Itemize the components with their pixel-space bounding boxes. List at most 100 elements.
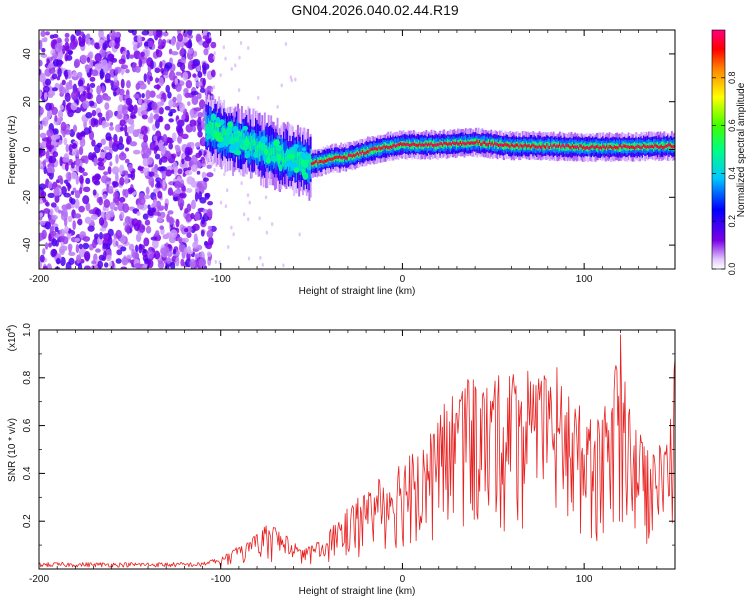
noise-speckle — [147, 259, 154, 269]
noise-speckle — [109, 201, 116, 211]
ridge-cell — [271, 150, 274, 159]
noise-speckle — [61, 79, 66, 86]
noise-speckle — [237, 88, 241, 93]
noise-speckle — [101, 120, 107, 129]
ridge-cell — [510, 143, 513, 147]
ridge-cell — [351, 154, 354, 158]
noise-speckle — [112, 32, 116, 39]
noise-speckle — [162, 133, 168, 143]
ridge-blob — [242, 125, 249, 131]
noise-speckle — [187, 47, 194, 55]
noise-speckle — [117, 110, 122, 116]
noise-speckle — [179, 49, 185, 57]
noise-speckle — [224, 204, 228, 209]
ridge-cell — [323, 155, 326, 163]
ridge-cell — [589, 142, 592, 150]
noise-speckle — [182, 71, 189, 81]
noise-speckle — [118, 135, 124, 145]
noise-speckle — [119, 126, 125, 132]
noise-speckle — [124, 124, 128, 134]
noise-speckle — [137, 34, 142, 44]
noise-speckle — [45, 102, 52, 111]
snr-series-line — [39, 334, 675, 568]
noise-speckle — [213, 51, 216, 56]
snr-y-label: SNR (10 * v/v) — [7, 418, 18, 482]
ridge-cell — [448, 142, 451, 146]
ridge-cell — [653, 145, 656, 149]
noise-speckle — [170, 36, 176, 46]
noise-speckle — [64, 92, 71, 103]
noise-speckle — [106, 33, 110, 44]
noise-speckle — [64, 70, 69, 80]
ridge-cell — [560, 145, 563, 149]
noise-speckle — [181, 158, 185, 165]
noise-speckle — [179, 192, 187, 199]
noise-speckle — [93, 233, 100, 239]
noise-speckle — [88, 209, 97, 215]
ridge-cell — [489, 140, 491, 145]
ridge-cell — [365, 151, 368, 155]
noise-speckle — [51, 248, 57, 257]
noise-speckle — [162, 31, 169, 37]
noise-speckle — [77, 262, 83, 269]
noise-speckle — [67, 215, 73, 223]
noise-speckle — [67, 50, 73, 56]
ridge-cell — [556, 144, 559, 148]
noise-speckle — [206, 172, 214, 178]
ridge-cell — [547, 141, 550, 149]
noise-speckle — [39, 232, 43, 242]
noise-speckle — [98, 196, 103, 206]
ridge-blob — [278, 164, 283, 172]
ridge-cell — [338, 154, 341, 159]
noise-speckle — [177, 33, 184, 42]
y-tick-label: 1.0 — [22, 323, 33, 337]
ridge-cell — [543, 145, 546, 149]
ridge-cell — [589, 146, 592, 150]
noise-speckle — [205, 243, 212, 250]
noise-speckle — [208, 34, 212, 39]
noise-speckle — [184, 146, 191, 157]
noise-speckle — [232, 232, 235, 237]
ridge-cell — [268, 142, 271, 160]
ridge-blob — [215, 116, 221, 124]
noise-speckle — [80, 95, 85, 101]
ridge-cell — [483, 140, 486, 148]
ridge-cell — [284, 158, 287, 167]
ridge-cell — [341, 156, 344, 160]
ridge-cell — [542, 143, 545, 147]
ridge-cell — [524, 143, 527, 151]
noise-speckle — [284, 42, 288, 47]
ridge-cell — [578, 146, 580, 150]
noise-speckle — [40, 53, 48, 58]
noise-speckle — [141, 92, 145, 99]
noise-speckle — [160, 98, 165, 106]
ridge-cell — [608, 145, 611, 149]
noise-speckle — [194, 142, 201, 148]
noise-speckle — [164, 264, 170, 269]
noise-speckle — [77, 79, 84, 88]
noise-speckle — [170, 261, 176, 269]
noise-speckle — [115, 229, 122, 239]
ridge-cell — [584, 142, 587, 150]
noise-speckle — [212, 55, 216, 60]
noise-speckle — [39, 59, 43, 67]
ridge-cell — [607, 146, 610, 150]
ridge-cell — [349, 153, 352, 157]
noise-speckle — [78, 131, 87, 137]
ridge-cell — [281, 143, 284, 161]
noise-speckle — [86, 56, 91, 63]
ridge-cell — [412, 142, 415, 146]
noise-speckle — [127, 118, 135, 125]
snr-x-label: Height of straight line (km) — [299, 586, 416, 597]
ridge-cell — [611, 145, 614, 150]
ridge-cell — [455, 141, 458, 149]
noise-speckle — [248, 200, 251, 205]
noise-speckle — [191, 95, 199, 106]
ridge-cell — [509, 145, 512, 149]
noise-speckle — [39, 160, 42, 169]
ridge-cell — [641, 145, 644, 149]
ridge-cell — [434, 143, 437, 147]
ridge-cell — [410, 143, 413, 147]
ridge-cell — [447, 139, 449, 147]
noise-speckle — [133, 222, 141, 232]
